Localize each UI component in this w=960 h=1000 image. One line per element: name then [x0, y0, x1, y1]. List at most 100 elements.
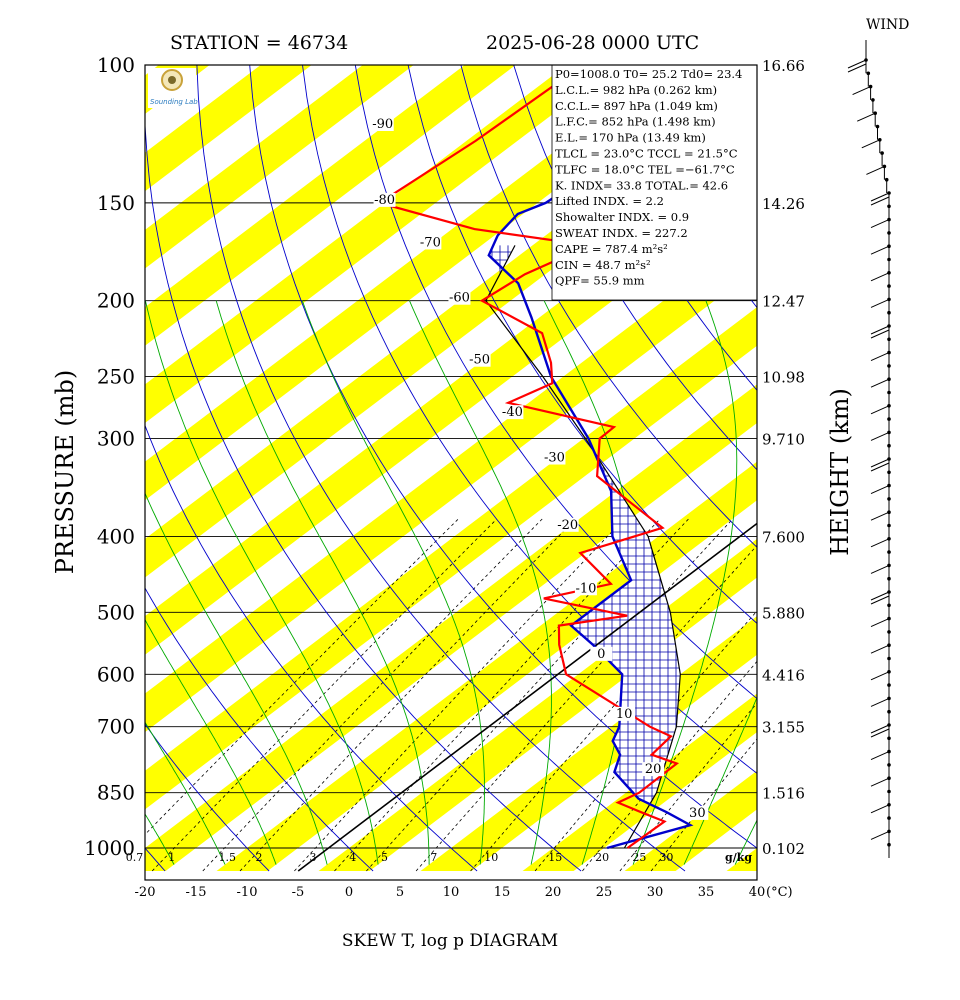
- dry-adiabat: [145, 110, 582, 872]
- wind-barb: [870, 431, 890, 441]
- dry-adiabat: [145, 424, 478, 872]
- mixing-ratio-label: 15: [548, 851, 562, 864]
- pressure-tick-label: 400: [97, 524, 135, 548]
- height-tick-label: 16.66: [762, 57, 805, 75]
- wind-dot: [887, 417, 891, 421]
- wind-dot: [880, 151, 884, 155]
- isotherm-label-bg: [613, 706, 636, 721]
- mixing-ratio-label: 0.7: [126, 851, 144, 864]
- zero-isotherm-line: [297, 522, 757, 872]
- isotherm-label-bg: [371, 116, 394, 131]
- wind-dot: [887, 310, 891, 315]
- pressure-tick-label: 1000: [84, 836, 135, 860]
- wind-dot: [887, 443, 891, 448]
- info-line: C.C.L.= 897 hPa (1.049 km): [555, 99, 718, 113]
- temperature-tick-label: 25: [596, 885, 613, 900]
- datetime-label: 2025-06-28 0000 UTC: [486, 32, 699, 54]
- temperature-tick-label: -5: [292, 885, 305, 900]
- wind-dot: [887, 630, 891, 634]
- wind-barb: [870, 272, 890, 282]
- height-tick-labels: 16.66 14.26 12.47 10.98 9.710 7.600 5.880 4.416…: [762, 57, 805, 858]
- wind-dot: [887, 497, 891, 501]
- dry-adiabat: [460, 65, 757, 548]
- wind-dot: [868, 84, 873, 89]
- isotherm-band: [0, 29, 53, 871]
- mixing-ratio-line: [145, 518, 459, 836]
- wind-dot: [887, 603, 891, 608]
- isotherm-band: [624, 770, 757, 871]
- pressure-tick-label: 500: [97, 600, 135, 624]
- wind-dot: [887, 523, 891, 528]
- wind-dot: [887, 763, 891, 767]
- wind-barb: [870, 644, 890, 654]
- pressure-tick-label: 200: [97, 289, 135, 313]
- wind-dot: [887, 709, 891, 714]
- info-line: P0=1008.0 T0= 25.2 Td0= 23.4: [555, 67, 742, 81]
- temperature-tick-label: -20: [135, 885, 156, 900]
- height-tick-label: 0.102: [762, 840, 805, 858]
- wind-barb: [870, 697, 890, 707]
- wind-barb: [870, 724, 890, 734]
- isotherm-label: -90: [372, 117, 393, 132]
- red-profile-line: [376, 65, 680, 849]
- mixing-ratio-label: 25: [632, 851, 646, 864]
- wind-barb: [852, 86, 871, 96]
- dry-adiabat: [196, 65, 686, 872]
- height-tick-label: 4.416: [762, 666, 805, 684]
- wind-barb: [847, 59, 867, 69]
- temperature-tick-label: 10: [443, 885, 460, 900]
- mixing-ratio-label: 3: [309, 851, 316, 864]
- mixing-ratio-label: 30: [659, 851, 673, 864]
- temperature-tick-label: 0: [345, 885, 353, 900]
- info-line: SWEAT INDX. = 227.2: [555, 226, 688, 240]
- mixing-ratio-line: [534, 610, 757, 872]
- mixing-ratio-label: 1.5: [219, 851, 237, 864]
- mixing-ratio-label: 1: [168, 851, 175, 864]
- height-tick-label: 3.155: [762, 719, 805, 737]
- pressure-tick-label: 250: [97, 365, 135, 389]
- wind-barb: [870, 830, 890, 840]
- mixing-ratio-label: 20: [595, 851, 609, 864]
- wind-barb: [870, 591, 890, 601]
- info-line: K. INDX= 33.8 TOTAL.= 42.6: [555, 178, 728, 192]
- height-tick-label: 7.600: [762, 528, 805, 546]
- wind-dot: [887, 364, 891, 368]
- isotherm-label-bg: [419, 235, 442, 250]
- info-line: TLFC = 18.0°C TEL =−61.7°C: [555, 162, 735, 176]
- temperature-tick-label: 20: [545, 885, 562, 900]
- wind-label: WIND: [866, 17, 909, 33]
- isotherm-band: [216, 461, 757, 871]
- mixing-ratio-line: [202, 518, 543, 872]
- info-line: Showalter INDX. = 0.9: [555, 210, 689, 224]
- isotherm-band: [145, 65, 414, 269]
- isotherm-band: [726, 847, 757, 871]
- wind-barb: [870, 196, 890, 206]
- isotherm-band: [145, 65, 312, 192]
- moist-adiabat: [145, 813, 175, 865]
- mixing-ratio-line: [294, 518, 625, 872]
- isotherm-label: -20: [557, 518, 578, 533]
- moist-adiabat: [301, 300, 485, 865]
- mixing-ratio-line: [582, 660, 757, 872]
- y-axis-label: PRESSURE (mb): [51, 370, 79, 575]
- moist-adiabat: [145, 618, 277, 865]
- dry-adiabat: [407, 65, 757, 624]
- pressure-tick-label: 700: [97, 715, 135, 739]
- isotherm-label-bg: [468, 352, 491, 367]
- moist-adiabat: [145, 492, 328, 865]
- diagram-title: SKEW T, log p DIAGRAM: [342, 931, 558, 951]
- wind-barb: [866, 165, 885, 175]
- wind-dot: [887, 284, 891, 288]
- wind-barb: [870, 751, 890, 761]
- wind-barb: [870, 511, 890, 521]
- wind-barb: [847, 63, 867, 73]
- isotherm-label: -80: [374, 193, 395, 208]
- logo-text: Sounding Lab: [150, 98, 198, 106]
- temperature-tick-label: 15: [494, 885, 511, 900]
- y2-axis-label: HEIGHT (km): [826, 388, 854, 556]
- wind-barb: [870, 219, 890, 229]
- dry-adiabat: [249, 65, 757, 849]
- wind-barb: [870, 777, 890, 787]
- dry-adiabat: [914, 29, 960, 871]
- isotherm-label: -40: [502, 405, 523, 420]
